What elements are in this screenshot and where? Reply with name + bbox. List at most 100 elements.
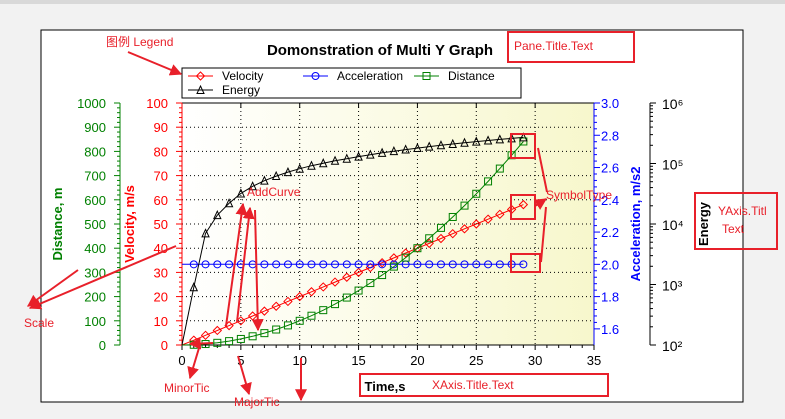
velocity-tick-label: 50 [154,217,168,232]
symbol-box-acceleration [510,253,541,273]
distance-point [248,332,257,341]
minortic-arrow [187,347,200,380]
distance-tick-label: 0 [99,338,106,353]
acceleration-point [436,260,445,269]
acceleration-tick-label: 1.8 [601,290,619,305]
acceleration-point [413,260,422,269]
velocity-tick-label: 90 [154,120,168,135]
energy-axis-title: Energy [696,201,711,246]
energy-point [436,140,446,150]
energy-tick-label: 10⁵ [662,157,683,173]
acceleration-tick-label: 3.0 [601,96,619,111]
energy-point [448,138,458,149]
energy-point [342,153,352,163]
acceleration-point [378,260,387,269]
acceleration-axis-title: Acceleration, m/s2 [628,167,643,282]
acceleration-tick-label: 2.8 [601,128,619,143]
energy-point [460,137,469,147]
acceleration-tick-label: 2.4 [601,193,619,208]
energy-point [201,228,210,238]
symbol-arrow-3 [533,198,548,210]
energy-point [307,160,316,170]
energy-point [377,147,387,157]
energy-point [483,135,493,145]
energy-tick-label: 10² [662,338,683,354]
distance-line [181,141,524,346]
distance-tick-label: 900 [84,120,106,135]
distance-point [425,234,434,243]
distance-tick-label: 200 [84,290,106,305]
distance-axis-title: Distance, m [50,188,65,261]
velocity-point [483,214,493,224]
energy-tick-label: 10⁴ [662,217,684,233]
majortic-annotation: MajorTic [234,395,280,409]
addcurve-annotation: AddCurve [247,185,301,199]
acceleration-point [460,260,469,269]
acceleration-point [307,260,316,269]
velocity-point [459,224,470,234]
distance-point [283,321,292,330]
energy-point [318,158,328,168]
addcurve-arrow-4 [188,337,214,350]
x-tick-label: 35 [587,353,601,368]
velocity-tick-label: 70 [154,169,168,184]
velocity-point [330,277,340,287]
velocity-point [200,330,211,341]
distance-tick-label: 400 [84,241,106,256]
legend: Velocity Acceleration Distance Energy [181,67,522,99]
acceleration-point [484,260,493,269]
distance-point [225,337,234,346]
energy-point [424,141,434,151]
symbol-arrow-1 [537,147,548,193]
energy-point [389,145,399,156]
scale-annotation: Scale [24,316,54,330]
minortic-annotation: MinorTic [164,381,210,395]
energy-point [248,181,257,191]
distance-tick-label: 100 [84,314,106,329]
symboltype-annotation: SymbolType [546,188,612,202]
acceleration-tick-label: 2.6 [601,161,619,176]
acceleration-point [472,260,481,269]
acceleration-point [319,260,328,269]
energy-point [189,282,199,292]
energy-point [260,175,269,185]
acceleration-point [331,260,340,269]
symbol-arrow-2 [540,206,547,263]
distance-point [213,338,222,347]
energy-point [236,188,246,198]
acceleration-point [283,260,292,269]
energy-series [181,132,528,346]
distance-point [307,311,316,320]
legend-label-acceleration: Acceleration [337,69,403,83]
x-tick-label: 10 [292,353,306,368]
velocity-point [271,301,281,311]
distance-point [354,286,363,295]
velocity-point [318,282,328,292]
velocity-tick-label: 40 [154,241,168,256]
plot-area [181,102,595,346]
velocity-tick-label: 60 [154,193,168,208]
legend-symbol-energy [196,84,205,94]
energy-tick-label: 10³ [662,278,683,294]
velocity-tick-label: 30 [154,265,168,280]
distance-point [319,306,328,315]
distance-series [181,137,528,349]
addcurve-arrow-1 [225,202,248,327]
velocity-point [259,306,270,316]
distance-point [272,325,281,334]
distance-point [495,164,504,173]
acceleration-point [201,260,210,269]
energy-point [330,155,340,165]
energy-point [495,134,505,144]
distance-point [331,300,340,309]
distance-point [472,189,481,198]
energy-point [213,209,222,220]
energy-point [366,149,375,159]
grid-lines [182,103,594,345]
energy-point [413,142,422,153]
acceleration-point [519,260,528,269]
scale-arrow-2 [28,245,177,310]
legend-label-velocity: Velocity [222,69,263,83]
velocity-point [212,325,223,336]
velocity-tick-label: 10 [154,314,168,329]
